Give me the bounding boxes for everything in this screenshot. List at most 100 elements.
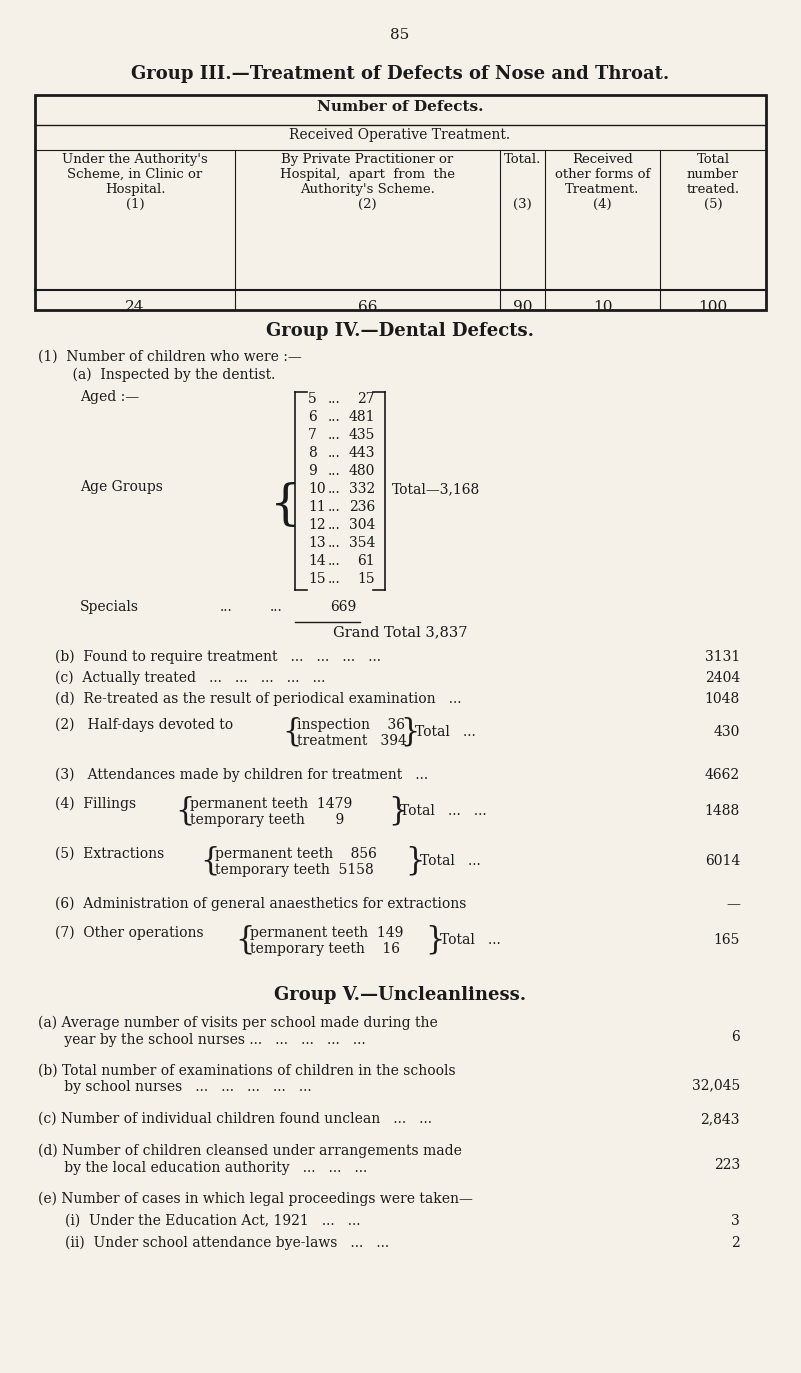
Text: }: } — [405, 844, 425, 876]
Text: }: } — [425, 924, 445, 956]
Bar — [35, 95, 766, 310]
Text: Group III.—Treatment of Defects of Nose and Throat.: Group III.—Treatment of Defects of Nose … — [131, 65, 669, 82]
Text: 1488: 1488 — [705, 805, 740, 818]
Text: permanent teeth  149: permanent teeth 149 — [250, 925, 404, 941]
Text: 480: 480 — [348, 464, 375, 478]
Text: (ii)  Under school attendance bye-laws   ...   ...: (ii) Under school attendance bye-laws ..… — [65, 1236, 389, 1251]
Text: (7)  Other operations: (7) Other operations — [55, 925, 203, 941]
Text: inspection    36: inspection 36 — [297, 718, 405, 732]
Text: 2,843: 2,843 — [701, 1112, 740, 1126]
Text: 90: 90 — [513, 299, 532, 314]
Text: {: { — [282, 715, 301, 747]
Text: 66: 66 — [358, 299, 377, 314]
Text: 10: 10 — [593, 299, 612, 314]
Text: ...: ... — [328, 464, 340, 478]
Text: 354: 354 — [348, 535, 375, 551]
Text: (e) Number of cases in which legal proceedings were taken—: (e) Number of cases in which legal proce… — [38, 1192, 473, 1207]
Text: 8: 8 — [308, 446, 316, 460]
Text: Received Operative Treatment.: Received Operative Treatment. — [289, 128, 510, 141]
Text: 3131: 3131 — [705, 649, 740, 665]
Text: 27: 27 — [357, 393, 375, 406]
Text: 304: 304 — [348, 518, 375, 531]
Text: (c)  Actually treated   ...   ...   ...   ...   ...: (c) Actually treated ... ... ... ... ... — [55, 671, 325, 685]
Text: permanent teeth    856: permanent teeth 856 — [215, 847, 377, 861]
Text: ...: ... — [328, 573, 340, 586]
Text: ...: ... — [328, 393, 340, 406]
Text: {: { — [200, 844, 219, 876]
Text: (d)  Re-treated as the result of periodical examination   ...: (d) Re-treated as the result of periodic… — [55, 692, 461, 706]
Text: Total—3,168: Total—3,168 — [392, 482, 481, 496]
Text: }: } — [388, 795, 408, 827]
Text: Total.


(3): Total. (3) — [504, 152, 541, 211]
Text: treatment   394: treatment 394 — [297, 735, 407, 748]
Text: (b) Total number of examinations of children in the schools
      by school nurs: (b) Total number of examinations of chil… — [38, 1064, 456, 1094]
Text: 10: 10 — [308, 482, 326, 496]
Text: 165: 165 — [714, 934, 740, 947]
Text: (4)  Fillings: (4) Fillings — [55, 796, 136, 811]
Text: 1048: 1048 — [705, 692, 740, 706]
Text: temporary teeth    16: temporary teeth 16 — [250, 942, 400, 956]
Text: 430: 430 — [714, 725, 740, 739]
Text: ...: ... — [328, 446, 340, 460]
Text: 2404: 2404 — [705, 671, 740, 685]
Text: }: } — [400, 715, 420, 747]
Text: Specials: Specials — [80, 600, 139, 614]
Text: (a)  Inspected by the dentist.: (a) Inspected by the dentist. — [55, 368, 276, 383]
Text: (b)  Found to require treatment   ...   ...   ...   ...: (b) Found to require treatment ... ... .… — [55, 649, 381, 665]
Text: (i)  Under the Education Act, 1921   ...   ...: (i) Under the Education Act, 1921 ... ..… — [65, 1214, 360, 1227]
Text: —: — — [727, 897, 740, 912]
Text: 332: 332 — [348, 482, 375, 496]
Text: 443: 443 — [348, 446, 375, 460]
Text: temporary teeth  5158: temporary teeth 5158 — [215, 864, 374, 877]
Text: ...: ... — [328, 428, 340, 442]
Text: Age Groups: Age Groups — [80, 481, 163, 494]
Text: (1)  Number of children who were :—: (1) Number of children who were :— — [38, 350, 302, 364]
Text: 236: 236 — [348, 500, 375, 514]
Text: 7: 7 — [308, 428, 317, 442]
Text: 15: 15 — [308, 573, 326, 586]
Text: 9: 9 — [308, 464, 316, 478]
Text: (3)   Attendances made by children for treatment   ...: (3) Attendances made by children for tre… — [55, 768, 428, 783]
Text: 32,045: 32,045 — [692, 1078, 740, 1092]
Text: 4662: 4662 — [705, 768, 740, 783]
Text: (5)  Extractions: (5) Extractions — [55, 847, 164, 861]
Text: (c) Number of individual children found unclean   ...   ...: (c) Number of individual children found … — [38, 1112, 432, 1126]
Text: permanent teeth  1479: permanent teeth 1479 — [190, 796, 352, 811]
Text: Total
number
treated.
(5): Total number treated. (5) — [686, 152, 739, 211]
Text: ...: ... — [328, 553, 340, 568]
Text: Group IV.—Dental Defects.: Group IV.—Dental Defects. — [266, 323, 534, 341]
Text: 6014: 6014 — [705, 854, 740, 868]
Text: By Private Practitioner or
Hospital,  apart  from  the
Authority's Scheme.
(2): By Private Practitioner or Hospital, apa… — [280, 152, 455, 211]
Text: 24: 24 — [125, 299, 145, 314]
Text: 481: 481 — [348, 411, 375, 424]
Text: 100: 100 — [698, 299, 727, 314]
Text: 61: 61 — [357, 553, 375, 568]
Text: 13: 13 — [308, 535, 326, 551]
Text: 11: 11 — [308, 500, 326, 514]
Text: 669: 669 — [330, 600, 356, 614]
Text: 5: 5 — [308, 393, 316, 406]
Text: 85: 85 — [390, 27, 409, 43]
Text: Total   ...   ...: Total ... ... — [400, 805, 487, 818]
Text: (a) Average number of visits per school made during the
      year by the school: (a) Average number of visits per school … — [38, 1016, 438, 1046]
Text: 2: 2 — [731, 1236, 740, 1249]
Text: Aged :—: Aged :— — [80, 390, 139, 404]
Text: ...: ... — [270, 600, 283, 614]
Text: ...: ... — [328, 411, 340, 424]
Text: ...: ... — [328, 500, 340, 514]
Text: Total   ...: Total ... — [415, 725, 476, 739]
Text: (2)   Half-days devoted to: (2) Half-days devoted to — [55, 718, 233, 732]
Text: {: { — [235, 924, 255, 956]
Text: Total   ...: Total ... — [440, 934, 501, 947]
Text: 6: 6 — [308, 411, 316, 424]
Text: 15: 15 — [357, 573, 375, 586]
Text: {: { — [175, 795, 195, 827]
Text: 6: 6 — [731, 1030, 740, 1043]
Text: Number of Defects.: Number of Defects. — [316, 100, 483, 114]
Text: 3: 3 — [731, 1214, 740, 1227]
Text: ...: ... — [328, 518, 340, 531]
Text: 14: 14 — [308, 553, 326, 568]
Text: Total   ...: Total ... — [420, 854, 481, 868]
Text: 435: 435 — [348, 428, 375, 442]
Text: 223: 223 — [714, 1157, 740, 1173]
